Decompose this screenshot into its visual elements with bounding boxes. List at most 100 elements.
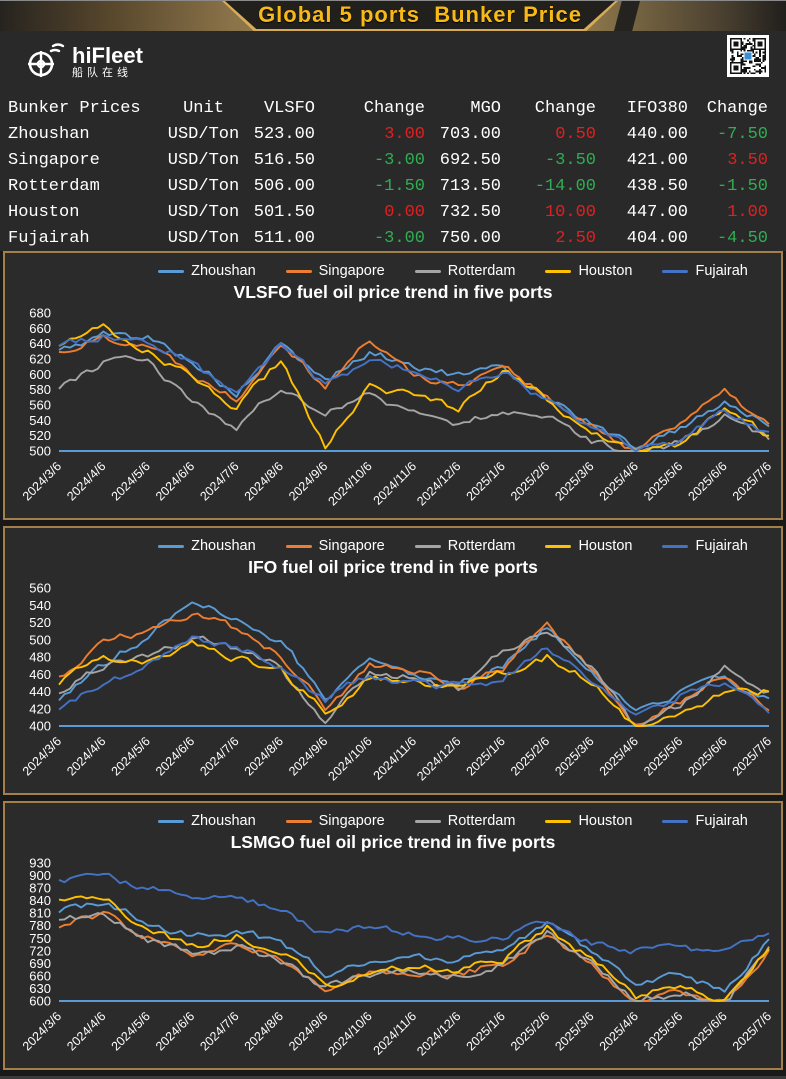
table-row: Zhoushan USD/Ton 523.00 3.00 703.00 0.50 440.0… [6,121,786,147]
series-line-singapore [58,334,770,452]
x-tick-label: 2024/7/6 [197,459,241,503]
legend-label: Zhoushan [191,263,256,279]
legend-line-icon [662,819,689,823]
x-tick-label: 2024/8/6 [242,1009,286,1053]
x-tick-label: 2024/11/6 [371,734,420,783]
legend-item-singapore: Singapore [285,813,385,829]
y-tick-label: 720 [29,943,51,958]
y-tick-label: 600 [29,994,51,1009]
x-tick-label: 2024/6/6 [153,459,197,503]
y-tick-label: 690 [29,956,51,971]
port-name: Zhoushan [8,124,90,144]
hifleet-helm-icon [24,38,66,87]
price-value: 440.00 [626,124,688,144]
legend-item-houston: Houston [545,538,632,554]
change-value: 2.50 [555,228,596,248]
y-tick-label: 440 [29,684,51,699]
series-line-rotterdam [58,631,770,727]
table-row: Houston USD/Ton 501.50 0.00 732.50 10.00 447.0… [6,199,786,225]
legend-label: Fujairah [695,813,748,829]
legend-item-fujairah: Fujairah [662,813,748,829]
port-name: Houston [8,202,80,222]
x-tick-label: 2025/2/6 [508,459,552,503]
legend-label: Houston [578,813,633,829]
legend-item-houston: Houston [545,813,632,829]
x-tick-label: 2024/12/6 [414,1009,463,1058]
x-tick-label: 2024/3/6 [20,459,64,503]
y-tick-label: 600 [29,367,51,382]
x-tick-label: 2025/4/6 [597,1009,641,1053]
x-tick-label: 2024/6/6 [153,1009,197,1053]
x-tick-label: 2025/5/6 [641,734,685,778]
series-line-fujairah [58,872,770,955]
x-tick-label: 2025/7/6 [730,734,774,778]
brand-name: hiFleet [72,43,143,68]
banner-accent-slash [614,1,640,31]
y-tick-label: 640 [29,336,51,351]
chart-panel-2: Zhoushan Singapore Rotterdam Houston Fujaira… [3,801,783,1070]
legend-label: Rotterdam [447,813,516,829]
legend-item-fujairah: Fujairah [662,538,748,554]
legend-line-icon [285,269,312,273]
change-value: -1.50 [373,176,425,196]
chart-title: LSMGO fuel oil price trend in five ports [230,832,556,852]
unit-cell: USD/Ton [167,228,240,248]
legend-line-icon [158,544,185,548]
x-tick-label: 2024/6/6 [153,734,197,778]
legend-label: Singapore [318,263,385,279]
chart-title: VLSFO fuel oil price trend in five ports [233,282,553,302]
series-line-fujairah [58,334,770,452]
price-value: 703.00 [439,124,501,144]
x-tick-label: 2025/1/6 [464,459,508,503]
x-tick-label: 2024/4/6 [64,1009,108,1053]
legend-line-icon [545,544,572,548]
x-tick-label: 2025/7/6 [730,459,774,503]
legend-line-icon [158,269,185,273]
x-tick-label: 2024/12/6 [414,459,463,508]
change-value: -4.50 [716,228,768,248]
series-line-houston [58,323,770,452]
title-banner: Global 5 ports Bunker Price [0,0,786,31]
price-value: 713.50 [439,176,501,196]
price-value: 516.50 [253,150,315,170]
legend-label: Zhoushan [191,538,256,554]
unit-cell: USD/Ton [167,176,240,196]
y-tick-label: 420 [29,701,51,716]
legend-label: Rotterdam [447,538,516,554]
header-bar: hiFleet 船队在线 [0,31,786,89]
legend-label: Fujairah [695,263,748,279]
change-value: 3.00 [384,124,425,144]
bunker-price-table: Bunker Prices Unit VLSFO Change MGO Change IFO… [0,89,786,251]
table-row: Fujairah USD/Ton 511.00 -3.00 750.00 2.50 404.… [6,225,786,251]
unit-cell: USD/Ton [167,202,240,222]
x-tick-label: 2024/9/6 [286,1009,330,1053]
table-row: Singapore USD/Ton 516.50 -3.00 692.50 -3.50 42… [6,147,786,173]
x-tick-label: 2024/11/6 [371,459,420,508]
column-header: IFO380 [626,98,688,118]
legend-item-zhoushan: Zhoushan [158,538,256,554]
series-line-rotterdam [58,912,770,1002]
legend-item-rotterdam: Rotterdam [414,538,516,554]
port-name: Rotterdam [8,176,100,196]
change-value: 1.00 [727,202,768,222]
price-value: 692.50 [439,150,501,170]
change-value: -3.00 [373,150,425,170]
legend-line-icon [414,819,441,823]
table-row: Rotterdam USD/Ton 506.00 -1.50 713.50 -14.00 4… [6,173,786,199]
legend-item-rotterdam: Rotterdam [414,263,515,279]
chart-legend: Zhoushan Singapore Rotterdam Houston Fujaira… [5,253,781,281]
y-tick-label: 540 [29,598,51,613]
x-tick-label: 2024/5/6 [109,734,153,778]
legend-label: Fujairah [695,538,748,554]
legend-label: Singapore [318,538,385,554]
y-tick-label: 400 [29,719,51,734]
y-tick-label: 810 [29,906,51,921]
bottom-strip [0,1076,786,1079]
y-tick-label: 620 [29,352,51,367]
y-tick-label: 500 [29,444,51,459]
brand-subtitle: 船队在线 [72,67,132,79]
change-value: -14.00 [534,176,596,196]
y-tick-label: 840 [29,893,51,908]
y-tick-label: 520 [29,615,51,630]
change-value: -3.50 [544,150,596,170]
